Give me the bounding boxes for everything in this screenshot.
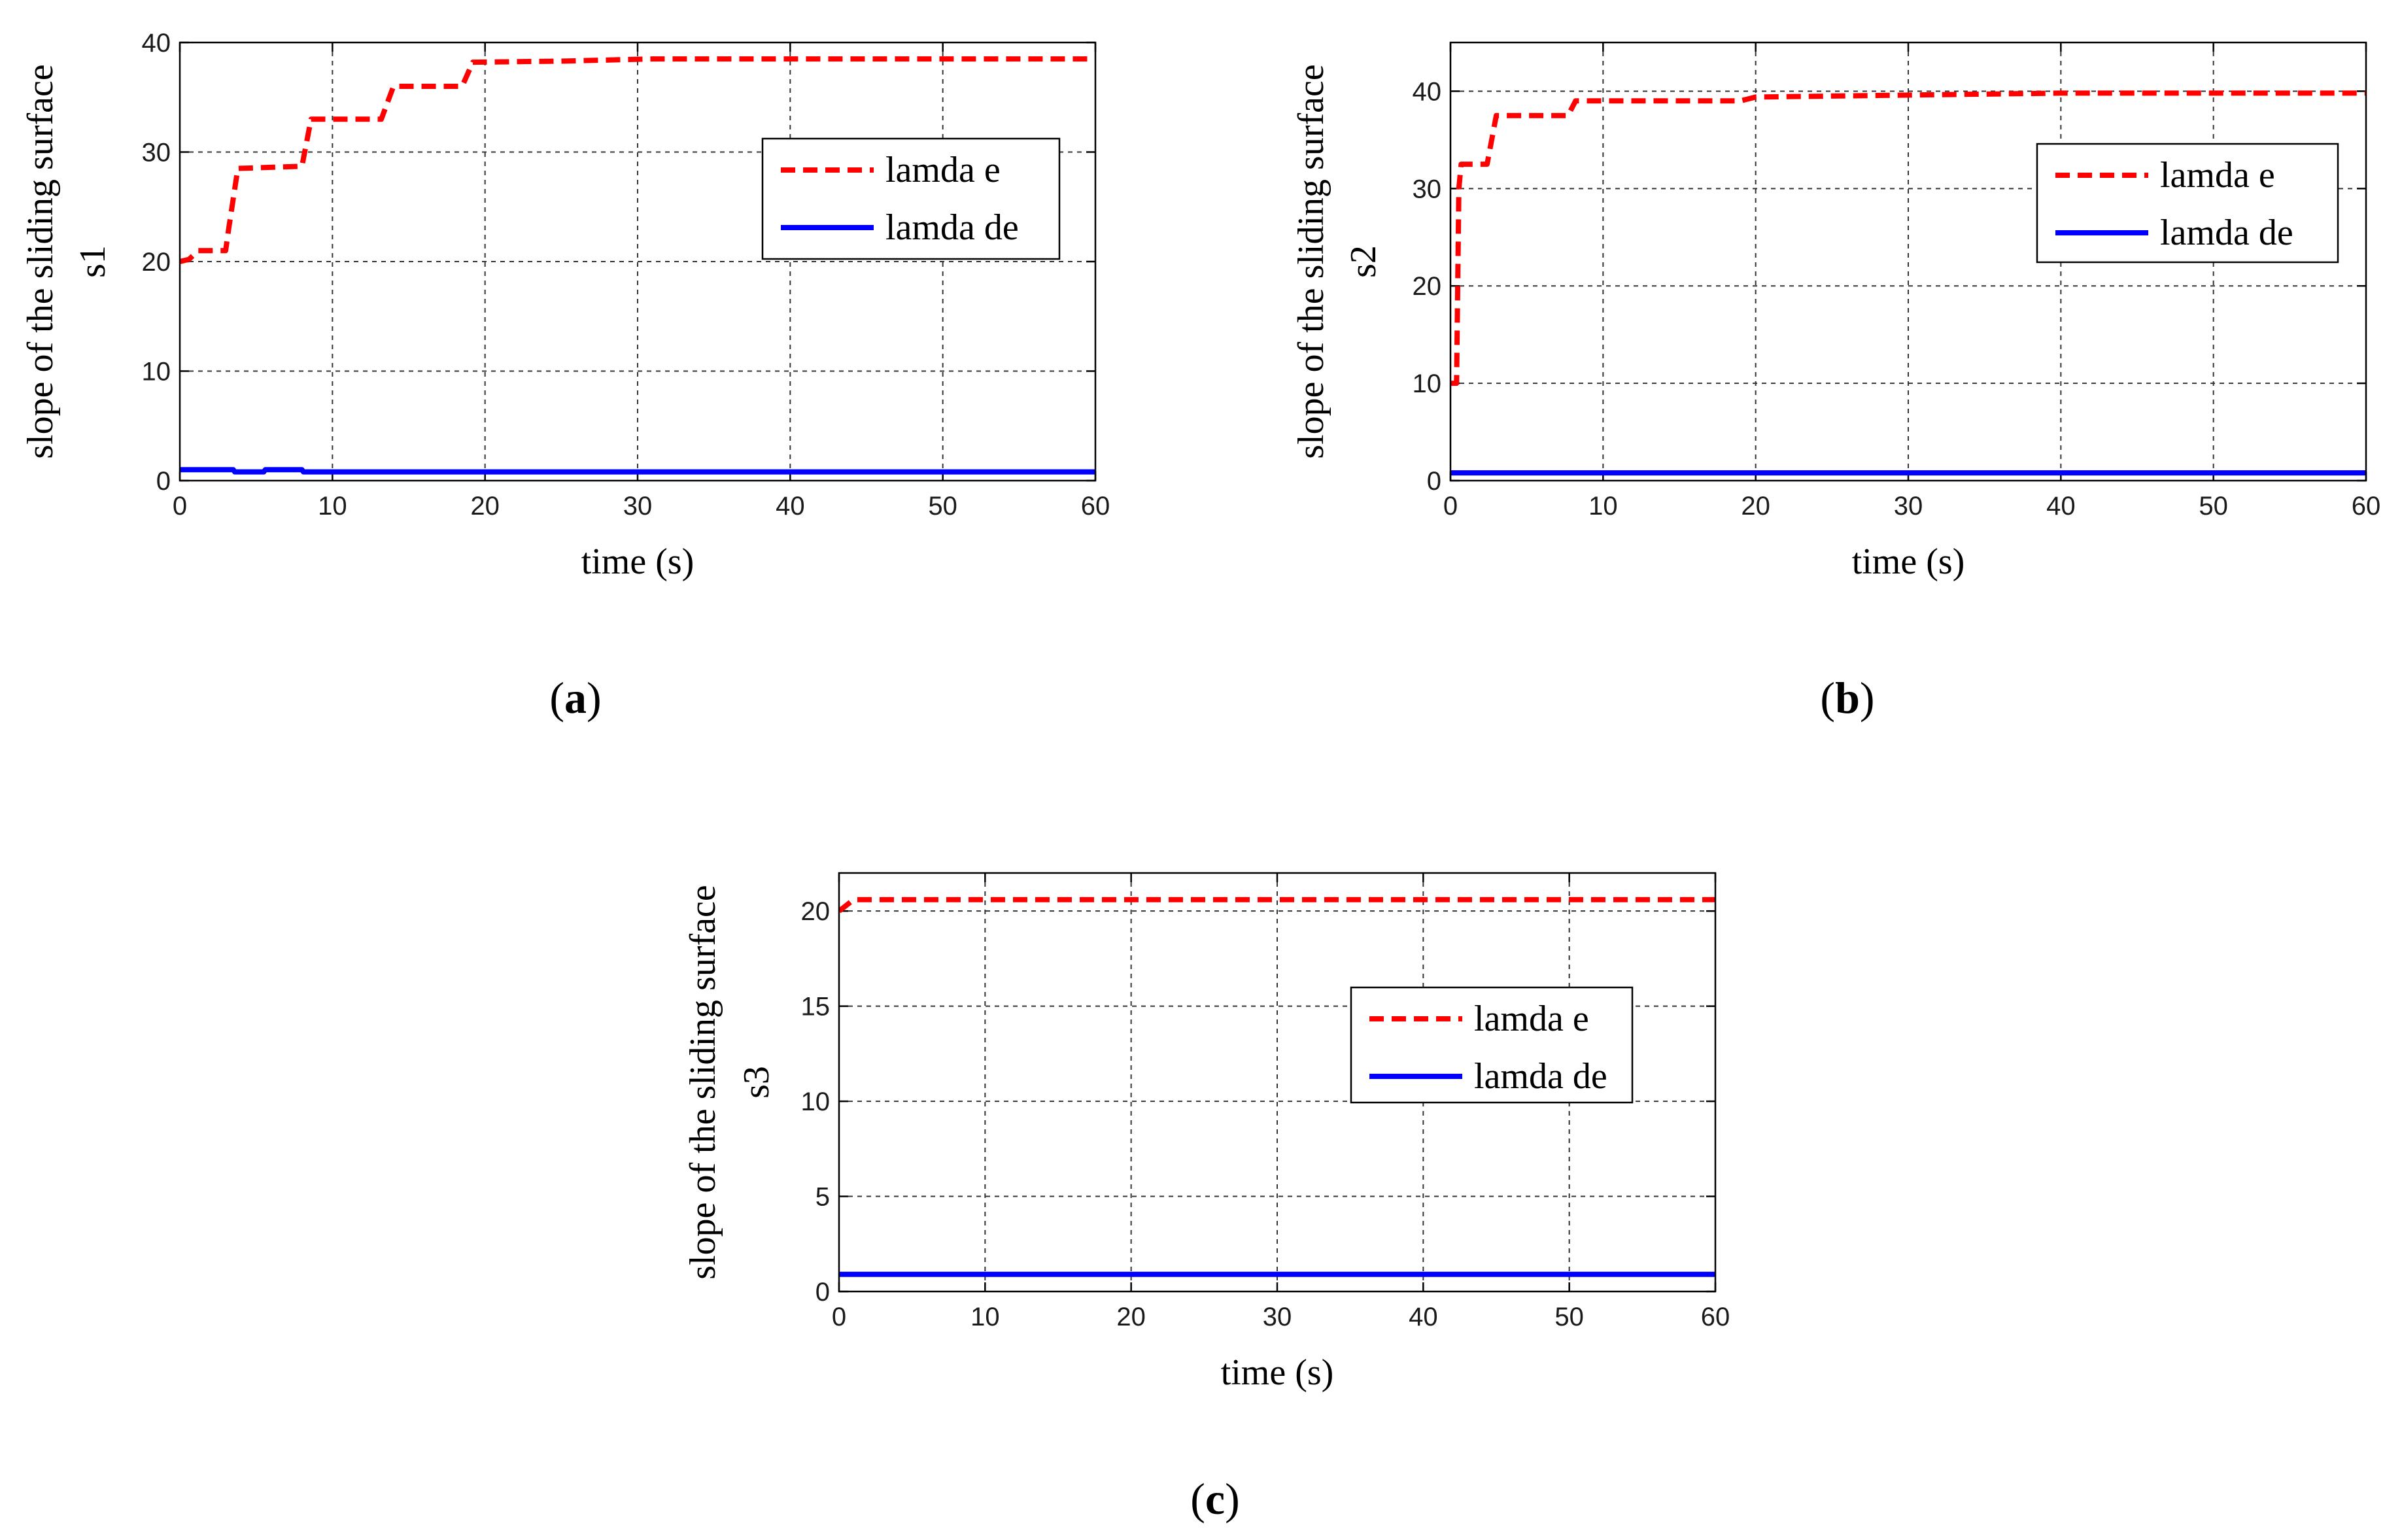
plot-frame bbox=[1449, 41, 2367, 482]
y-tick-label: 20 bbox=[1413, 272, 1442, 301]
x-tick-label: 0 bbox=[173, 492, 187, 521]
y-tick-label: 10 bbox=[801, 1087, 831, 1116]
series-line-lamda-e bbox=[1450, 90, 2366, 386]
y-tick-label: 30 bbox=[1413, 175, 1442, 203]
y-tick-label: 40 bbox=[142, 29, 171, 58]
x-tick-label: 60 bbox=[1701, 1303, 1730, 1331]
x-tick-label: 30 bbox=[623, 492, 653, 521]
y-axis-label: slope of the sliding surface bbox=[20, 64, 61, 458]
y-tick-label: 0 bbox=[1427, 467, 1441, 496]
panel-caption: (b) bbox=[1820, 673, 1874, 723]
x-tick-label: 0 bbox=[1443, 492, 1458, 521]
legend: lamda e lamda de bbox=[2036, 143, 2339, 264]
legend-label: lamda e bbox=[885, 150, 1001, 190]
x-tick-label: 20 bbox=[1741, 492, 1770, 521]
x-axis-label: time (s) bbox=[1221, 1352, 1334, 1393]
chart-panel-b: 0 10 20 30 40 50 60 0 10 20 30 40 lamda e lamda de tim… bbox=[1291, 41, 2381, 723]
y-axis-label-sub: s1 bbox=[73, 245, 113, 278]
x-tick-label: 40 bbox=[2046, 492, 2076, 521]
y-tick-label: 40 bbox=[1413, 77, 1442, 106]
legend-label: lamda de bbox=[885, 207, 1019, 248]
legend-box bbox=[2036, 143, 2339, 264]
x-tick-label: 20 bbox=[1116, 1303, 1146, 1331]
y-axis-label-sub: s3 bbox=[736, 1066, 777, 1099]
y-tick-label: 20 bbox=[801, 897, 831, 926]
x-tick-label: 20 bbox=[470, 492, 500, 521]
legend-label: lamda de bbox=[2160, 213, 2293, 253]
series-line-lamda-e bbox=[180, 56, 1095, 264]
chart-panel-a: 0 10 20 30 40 50 60 0 10 20 30 40 lamda e lamda de tim… bbox=[20, 29, 1110, 723]
y-tick-label: 0 bbox=[156, 467, 171, 496]
legend: lamda e lamda de bbox=[1350, 986, 1634, 1104]
y-axis-label: slope of the sliding surface bbox=[683, 885, 723, 1279]
y-tick-label: 15 bbox=[801, 993, 831, 1021]
y-axis-label: slope of the sliding surface bbox=[1291, 64, 1331, 458]
x-tick-label: 30 bbox=[1263, 1303, 1292, 1331]
x-tick-label: 10 bbox=[318, 492, 347, 521]
legend-box bbox=[761, 137, 1061, 260]
x-tick-label: 10 bbox=[1588, 492, 1618, 521]
y-tick-label: 10 bbox=[142, 358, 171, 386]
x-tick-label: 50 bbox=[1554, 1303, 1584, 1331]
legend: lamda e lamda de bbox=[761, 137, 1061, 260]
y-tick-label: 20 bbox=[142, 248, 171, 277]
series-line-lamda-de bbox=[180, 467, 1095, 475]
caption-letter: b bbox=[1835, 673, 1860, 723]
y-tick-label: 10 bbox=[1413, 369, 1442, 398]
y-tick-label: 5 bbox=[815, 1183, 830, 1212]
caption-letter: a bbox=[564, 673, 587, 723]
y-axis-label-sub: s2 bbox=[1343, 245, 1384, 278]
y-tick-label: 30 bbox=[142, 139, 171, 167]
x-tick-label: 0 bbox=[832, 1303, 846, 1331]
legend-box bbox=[1350, 986, 1634, 1104]
x-axis-label: time (s) bbox=[1852, 541, 1965, 582]
legend-label: lamda e bbox=[2160, 155, 2275, 196]
x-tick-label: 40 bbox=[776, 492, 805, 521]
panel-caption: (c) bbox=[1190, 1474, 1240, 1524]
panel-caption: (a) bbox=[549, 673, 601, 723]
plot-frame bbox=[179, 41, 1097, 482]
plot-frame bbox=[838, 872, 1717, 1293]
chart-panel-c: 0 10 20 30 40 50 60 0 5 10 15 20 lamda e lamda de time… bbox=[683, 872, 1730, 1524]
series-line-lamda-e bbox=[839, 897, 1715, 914]
x-tick-label: 50 bbox=[2199, 492, 2228, 521]
x-tick-label: 30 bbox=[1894, 492, 1923, 521]
caption-letter: c bbox=[1205, 1474, 1225, 1524]
legend-label: lamda de bbox=[1474, 1056, 1607, 1097]
x-tick-label: 40 bbox=[1409, 1303, 1438, 1331]
y-tick-label: 0 bbox=[815, 1278, 830, 1307]
legend-label: lamda e bbox=[1474, 999, 1589, 1039]
x-tick-label: 60 bbox=[2352, 492, 2381, 521]
x-axis-label: time (s) bbox=[581, 541, 695, 582]
x-tick-label: 10 bbox=[970, 1303, 1000, 1331]
x-tick-label: 60 bbox=[1081, 492, 1110, 521]
x-tick-label: 50 bbox=[928, 492, 957, 521]
